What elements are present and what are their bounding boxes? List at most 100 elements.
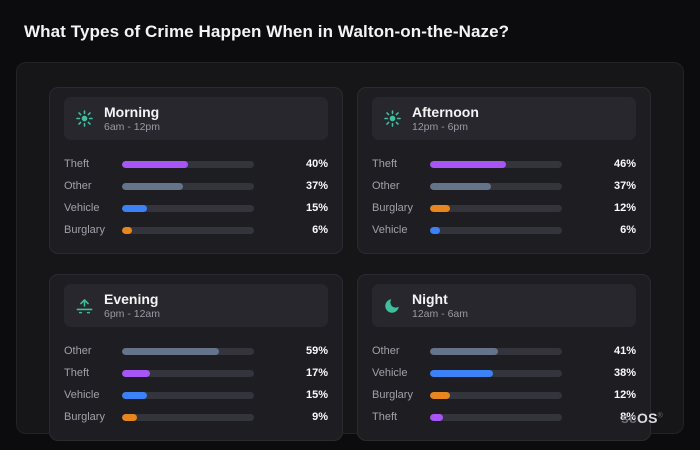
bar-row: Other 37% [64,175,328,197]
bar-value: 59% [305,345,328,357]
scos-logo: scOS® [621,410,663,426]
bar-row: Theft 46% [372,153,636,175]
time-card-night: Night 12am - 6am Other 41% Vehicle 38% Burgl… [357,274,651,441]
bar-value: 41% [613,345,636,357]
logo-prefix: sc [621,410,637,426]
bar-track [430,369,562,377]
bar-row: Other 41% [372,340,636,362]
moon-icon [382,296,402,316]
bar-track [122,413,254,421]
card-subtitle: 6am - 12pm [104,121,161,133]
card-header-afternoon: Afternoon 12pm - 6pm [372,97,636,140]
bar-value: 8% [620,411,636,423]
bar-fill [122,347,220,355]
card-header-night: Night 12am - 6am [372,284,636,327]
bar-row: Other 37% [372,175,636,197]
bar-row: Vehicle 15% [64,384,328,406]
card-title: Evening [104,291,159,307]
bar-track [122,182,254,190]
bar-list: Theft 46% Other 37% Burglary 12% Vehicle 6% [372,151,636,243]
bar-value: 37% [613,180,636,192]
sunset-icon [74,296,94,316]
bar-label: Burglary [64,411,105,423]
card-title: Afternoon [412,104,479,120]
bar-fill [122,391,147,399]
bar-label: Vehicle [64,202,100,214]
bar-label: Vehicle [372,367,408,379]
bar-track [122,391,254,399]
sun-icon [382,109,402,129]
dashboard-panel: Morning 6am - 12pm Theft 40% Other 37% Vehic… [16,62,684,441]
bar-track [430,226,562,234]
bar-fill [430,369,493,377]
registered-mark: ® [657,412,663,420]
bar-track [122,160,254,168]
bar-track [430,204,562,212]
bar-value: 9% [312,411,328,423]
bar-fill [122,160,188,168]
bar-track [430,391,562,399]
bar-value: 40% [305,158,328,170]
bar-list: Theft 40% Other 37% Vehicle 15% Burglary 6% [64,151,328,243]
card-title: Morning [104,104,160,120]
bar-fill [430,413,444,421]
time-card-evening: Evening 6pm - 12am Other 59% Theft 17% Vehic… [49,274,343,441]
bar-fill [430,347,498,355]
bar-list: Other 59% Theft 17% Vehicle 15% Burglary 9% [64,338,328,430]
bar-fill [122,226,132,234]
bar-label: Burglary [64,224,105,236]
bar-label: Other [372,180,400,192]
bar-label: Theft [64,367,90,379]
bar-value: 38% [613,367,636,379]
bar-row: Burglary 12% [372,384,636,406]
sun-icon [74,109,94,129]
bar-value: 6% [620,224,636,236]
time-card-afternoon: Afternoon 12pm - 6pm Theft 46% Other 37% Bur… [357,87,651,254]
bar-value: 46% [613,158,636,170]
bar-fill [430,204,450,212]
bar-value: 37% [305,180,328,192]
bar-value: 17% [305,367,328,379]
bar-label: Burglary [372,389,413,401]
card-subtitle: 12pm - 6pm [412,121,469,133]
bar-row: Vehicle 6% [372,219,636,241]
bar-label: Other [64,345,92,357]
bar-label: Burglary [372,202,413,214]
bar-track [430,347,562,355]
bar-track [122,204,254,212]
bar-label: Other [64,180,92,192]
bar-track [430,182,562,190]
bar-value: 15% [305,389,328,401]
bar-label: Theft [64,158,90,170]
bar-fill [122,369,151,377]
bar-value: 6% [312,224,328,236]
bar-row: Theft 8% [372,406,636,428]
bar-fill [430,160,506,168]
card-subtitle: 12am - 6am [412,308,469,320]
bar-track [430,160,562,168]
bar-fill [122,204,147,212]
bar-row: Vehicle 38% [372,362,636,384]
bar-label: Theft [372,158,398,170]
bar-fill [122,413,137,421]
card-header-evening: Evening 6pm - 12am [64,284,328,327]
bar-row: Burglary 6% [64,219,328,241]
card-title: Night [412,291,448,307]
bar-label: Vehicle [372,224,408,236]
bar-value: 15% [305,202,328,214]
bar-list: Other 41% Vehicle 38% Burglary 12% Theft 8% [372,338,636,430]
bar-track [122,369,254,377]
page-title: What Types of Crime Happen When in Walto… [24,22,510,41]
bar-track [122,347,254,355]
bar-track [430,413,562,421]
time-card-morning: Morning 6am - 12pm Theft 40% Other 37% Vehic… [49,87,343,254]
bar-label: Other [372,345,400,357]
bar-value: 12% [613,202,636,214]
card-subtitle: 6pm - 12am [104,308,161,320]
bar-fill [430,182,492,190]
time-card-grid: Morning 6am - 12pm Theft 40% Other 37% Vehic… [49,87,651,441]
bar-row: Theft 17% [64,362,328,384]
bar-label: Vehicle [64,389,100,401]
bar-row: Other 59% [64,340,328,362]
bar-label: Theft [372,411,398,423]
